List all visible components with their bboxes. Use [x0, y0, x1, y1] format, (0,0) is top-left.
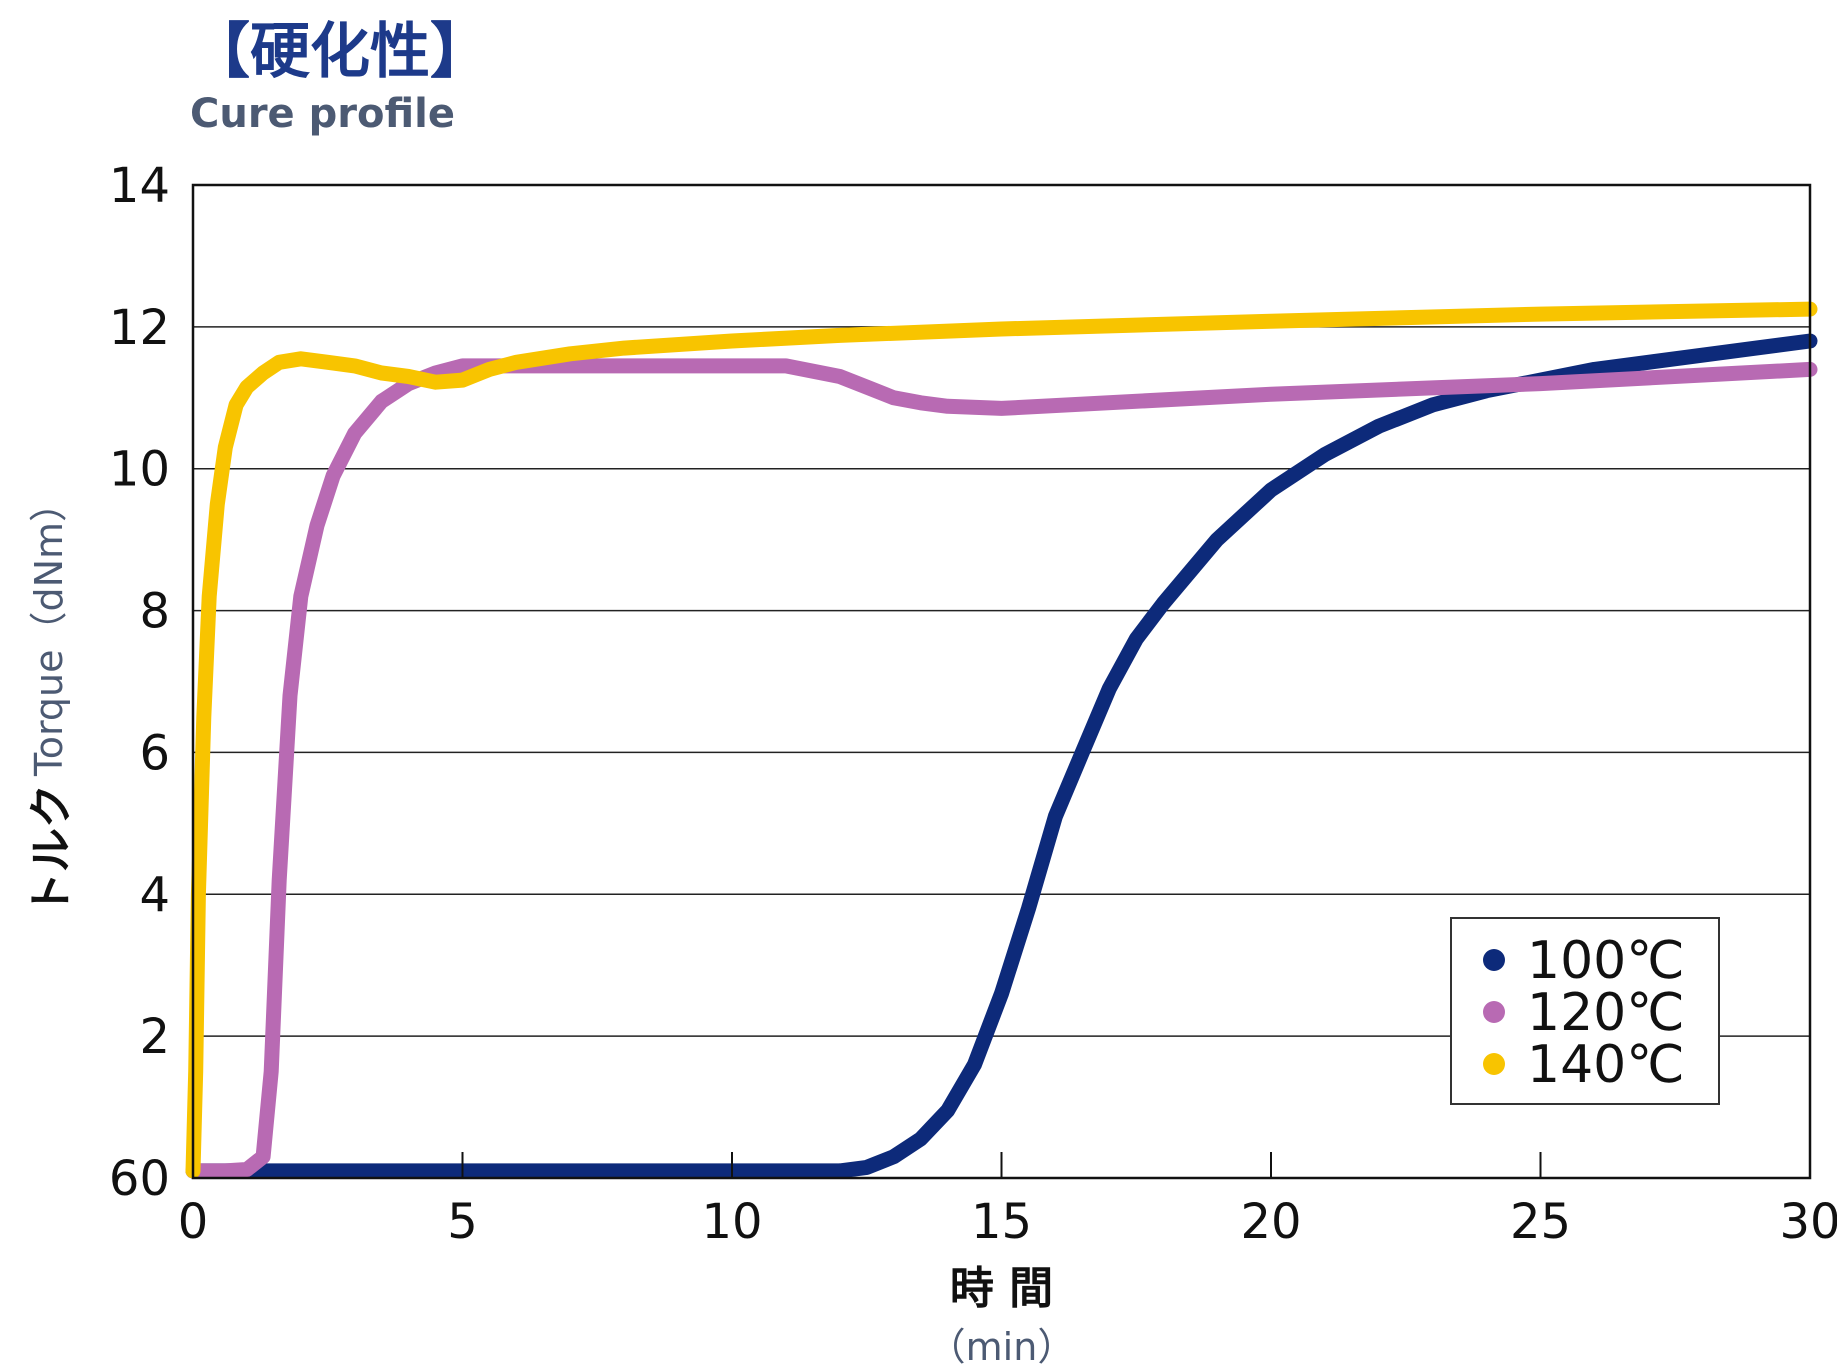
x-tick-label: 20 — [1240, 1194, 1301, 1250]
legend-label: 120℃ — [1527, 983, 1685, 1043]
x-axis-unit: （min） — [928, 1325, 1076, 1369]
x-axis-label: 時 間 — [950, 1263, 1053, 1314]
chart-title-en: Cure profile — [190, 91, 455, 137]
x-axis-ticks: 0 5 10 15 20 25 30 — [178, 1152, 1837, 1250]
y-tick-label: 60 — [109, 1151, 170, 1207]
y-axis-label-jp: トルク — [26, 784, 77, 916]
y-axis-ticks: 60 2 4 6 8 10 12 14 — [109, 158, 170, 1207]
y-tick-label: 12 — [109, 300, 170, 356]
chart-title-jp: 【硬化性】 — [190, 17, 490, 87]
series-line-3 — [185, 301, 1818, 1179]
series-lines — [185, 301, 1818, 1179]
y-tick-label: 10 — [109, 442, 170, 498]
y-axis-label-en: Torque（dNm） — [27, 484, 71, 777]
y-tick-label: 8 — [139, 584, 170, 640]
x-tick-label: 5 — [447, 1194, 478, 1250]
y-tick-label: 4 — [139, 867, 170, 923]
legend-label: 100℃ — [1527, 931, 1685, 991]
y-tick-label: 6 — [139, 725, 170, 781]
legend-marker — [1483, 949, 1505, 971]
legend-marker — [1483, 1053, 1505, 1075]
x-tick-label: 15 — [971, 1194, 1032, 1250]
x-tick-label: 30 — [1779, 1194, 1837, 1250]
x-tick-label: 0 — [178, 1194, 209, 1250]
legend-label: 140℃ — [1527, 1035, 1685, 1095]
legend-marker — [1483, 1001, 1505, 1023]
x-tick-label: 10 — [701, 1194, 762, 1250]
y-tick-label: 2 — [139, 1009, 170, 1065]
y-tick-label: 14 — [109, 158, 170, 214]
x-tick-label: 25 — [1510, 1194, 1571, 1250]
